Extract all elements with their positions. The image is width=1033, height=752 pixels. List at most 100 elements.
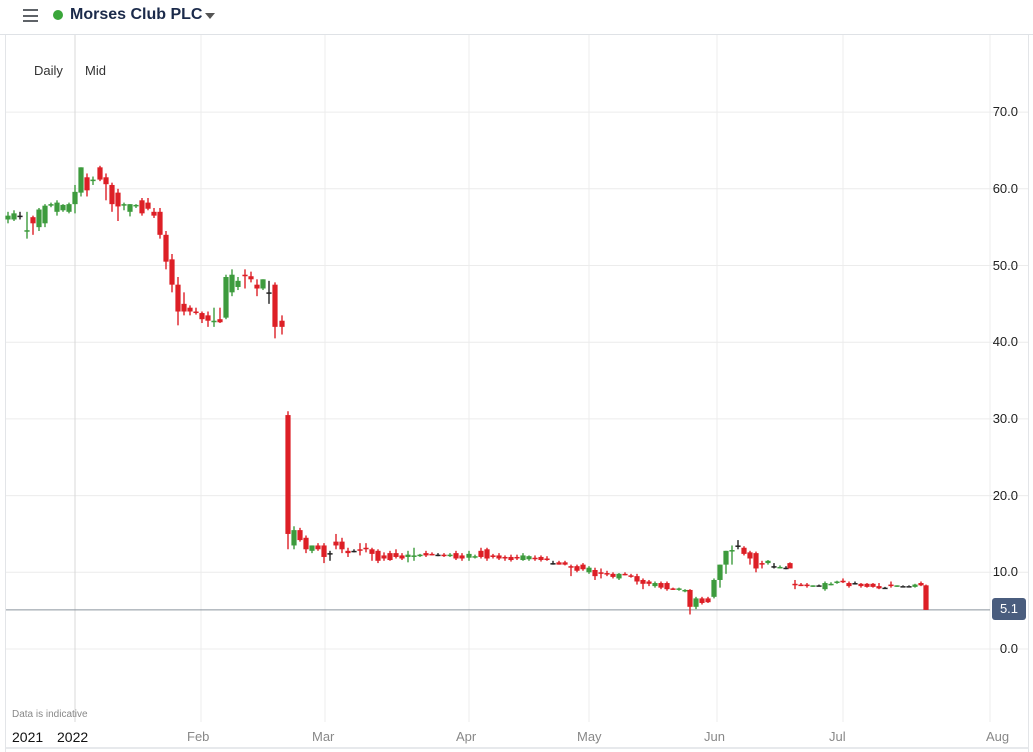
candle-body bbox=[181, 303, 187, 312]
candle-body bbox=[556, 562, 562, 565]
candle-body bbox=[175, 284, 181, 312]
candle-body bbox=[139, 200, 145, 214]
candle-body bbox=[339, 541, 345, 550]
candle-body bbox=[279, 320, 285, 327]
candle-body bbox=[484, 549, 490, 559]
x-tick-label: Apr bbox=[456, 729, 477, 744]
candle-body bbox=[544, 558, 550, 561]
x-tick-label: Jul bbox=[829, 729, 846, 744]
candle-body bbox=[217, 319, 223, 323]
candle-body bbox=[580, 564, 586, 570]
candle-body bbox=[699, 598, 705, 603]
candle-body bbox=[664, 583, 670, 590]
candle-body bbox=[676, 588, 682, 590]
candle-body bbox=[900, 586, 906, 588]
candle-body bbox=[5, 215, 11, 220]
candle-body bbox=[157, 211, 163, 235]
candle-body bbox=[266, 292, 272, 294]
candle-body bbox=[423, 553, 429, 556]
candle-body bbox=[11, 213, 17, 220]
candle-body bbox=[741, 547, 747, 554]
candle-body bbox=[514, 556, 520, 559]
candle-body bbox=[586, 567, 592, 573]
candle-body bbox=[411, 555, 417, 557]
candle-body bbox=[466, 553, 472, 558]
candle-body bbox=[297, 530, 303, 541]
candle-body bbox=[496, 555, 502, 559]
candle-body bbox=[747, 552, 753, 559]
caret-down-icon[interactable] bbox=[205, 13, 215, 19]
candle-body bbox=[894, 585, 900, 587]
candle-body bbox=[381, 555, 387, 559]
y-tick-label: 0.0 bbox=[999, 641, 1018, 656]
candle-body bbox=[906, 586, 912, 588]
candle-body bbox=[84, 177, 90, 191]
candle-body bbox=[912, 584, 918, 587]
candle-body bbox=[151, 211, 157, 216]
interval-selector[interactable]: Daily bbox=[34, 63, 63, 78]
candle-body bbox=[399, 555, 405, 559]
candle-body bbox=[441, 554, 447, 557]
y-tick-label: 40.0 bbox=[992, 334, 1018, 350]
instrument-selector[interactable]: Morses Club PLC bbox=[70, 6, 203, 23]
candle-body bbox=[145, 202, 151, 209]
candle-body bbox=[254, 284, 260, 289]
x-tick-label: Mar bbox=[312, 729, 335, 744]
candle-body bbox=[888, 584, 894, 587]
hamburger-menu-icon[interactable] bbox=[23, 9, 38, 22]
candle-body bbox=[291, 530, 297, 546]
candle-body bbox=[870, 583, 876, 587]
candle-body bbox=[285, 415, 291, 534]
candle-body bbox=[127, 204, 133, 212]
candle-body bbox=[242, 274, 248, 277]
candle-body bbox=[333, 541, 339, 546]
candle-body bbox=[103, 177, 109, 185]
candle-body bbox=[235, 280, 241, 287]
candle-body bbox=[17, 215, 23, 218]
candle-body bbox=[453, 553, 459, 559]
candle-body bbox=[48, 204, 54, 206]
candle-body bbox=[628, 575, 634, 577]
candle-body bbox=[729, 550, 735, 552]
candle-body bbox=[357, 549, 363, 551]
x-tick-label: 2021 bbox=[12, 729, 44, 745]
candle-body bbox=[846, 583, 852, 587]
candle-body bbox=[640, 579, 646, 584]
candle-body bbox=[72, 191, 78, 205]
candle-body bbox=[574, 566, 580, 571]
candle-body bbox=[133, 204, 139, 207]
candle-body bbox=[472, 556, 478, 558]
price-type-selector[interactable]: Mid bbox=[85, 63, 106, 78]
candle-body bbox=[90, 179, 96, 182]
candle-body bbox=[923, 585, 929, 610]
candle-body bbox=[592, 569, 598, 577]
candle-body bbox=[598, 572, 604, 574]
candle-body bbox=[604, 573, 610, 575]
candle-body bbox=[717, 564, 723, 580]
candle-body bbox=[670, 588, 676, 590]
candle-body bbox=[78, 167, 84, 193]
candle-body bbox=[115, 192, 121, 207]
candle-body bbox=[387, 553, 393, 561]
candle-body bbox=[723, 550, 729, 565]
candle-body bbox=[327, 553, 333, 555]
candle-body bbox=[169, 259, 175, 285]
candle-body bbox=[248, 276, 254, 280]
candle-body bbox=[193, 311, 199, 314]
x-tick-label: Jun bbox=[704, 729, 725, 744]
candle-body bbox=[693, 598, 699, 607]
candle-body bbox=[864, 583, 870, 587]
candle-body bbox=[24, 230, 30, 232]
candle-body bbox=[777, 566, 783, 569]
candle-body bbox=[834, 581, 840, 584]
candle-body bbox=[502, 556, 508, 559]
candle-body bbox=[363, 547, 369, 550]
candle-body bbox=[163, 234, 169, 262]
candle-body bbox=[351, 550, 357, 553]
y-tick-label: 70.0 bbox=[992, 104, 1018, 120]
candle-body bbox=[622, 573, 628, 576]
candle-body bbox=[303, 537, 309, 550]
candle-body bbox=[478, 550, 484, 557]
candle-body bbox=[562, 562, 568, 565]
